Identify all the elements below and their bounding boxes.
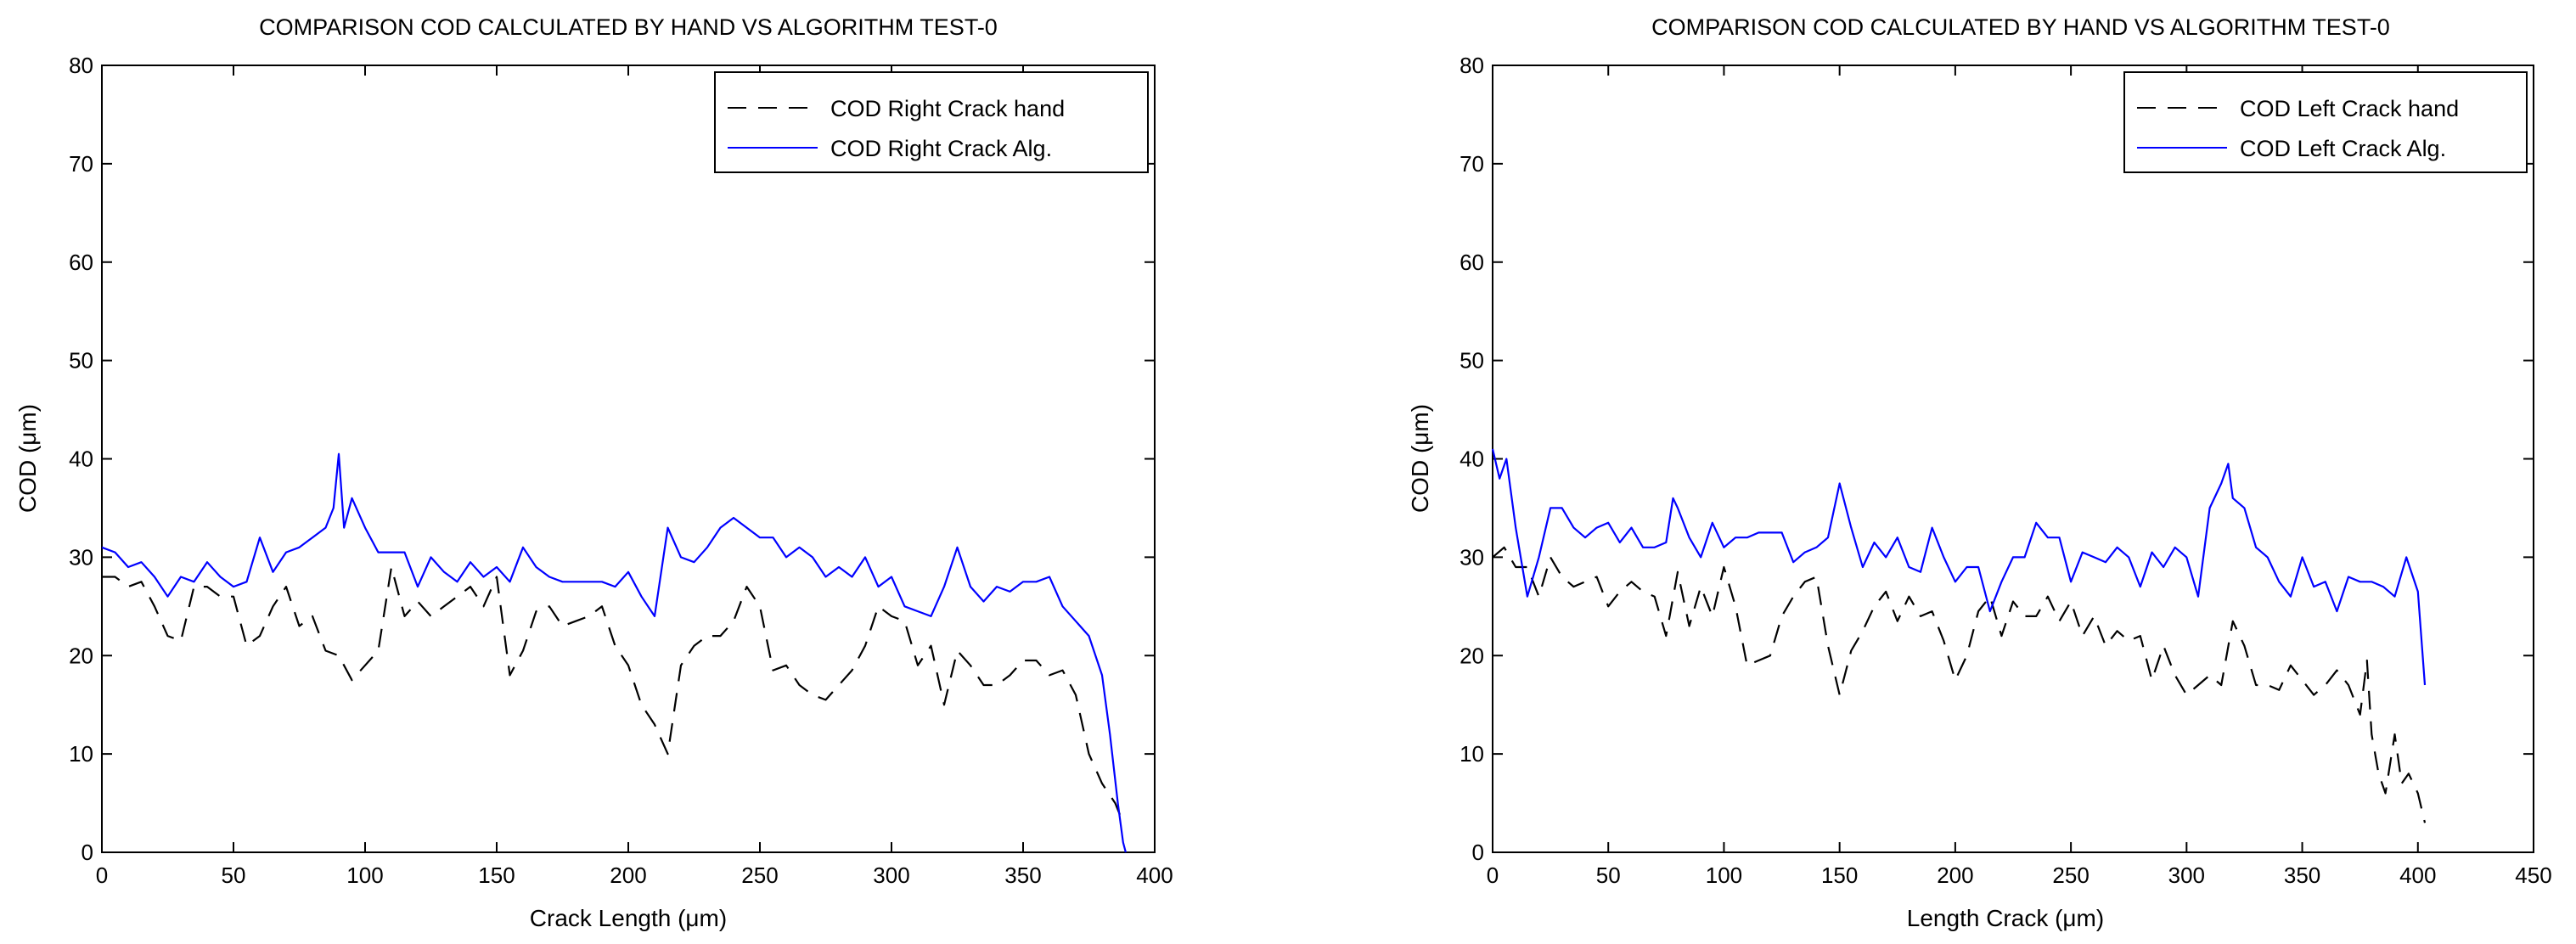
y-tick-label: 70 — [69, 151, 93, 177]
legend-label-hand: COD Left Crack hand — [2240, 96, 2459, 121]
legend-label-hand: COD Right Crack hand — [830, 96, 1065, 121]
chart-right-crack: COMPARISON COD CALCULATED BY HAND VS ALG… — [14, 14, 1173, 931]
y-tick-label: 60 — [69, 250, 93, 275]
y-tick-label: 70 — [1460, 151, 1484, 177]
x-tick-label: 400 — [2399, 863, 2436, 888]
x-axis-label: Crack Length (μm) — [530, 905, 727, 931]
y-tick-label: 40 — [1460, 447, 1484, 472]
y-tick-label: 40 — [69, 447, 93, 472]
series-layer — [101, 452, 1127, 853]
x-tick-label: 400 — [1136, 863, 1173, 888]
x-tick-label: 50 — [1596, 863, 1621, 888]
y-tick-label: 0 — [82, 840, 93, 865]
legend: COD Right Crack hand COD Right Crack Alg… — [714, 71, 1149, 173]
x-tick-label: 200 — [1937, 863, 1973, 888]
x-tick-label: 50 — [222, 863, 246, 888]
y-tick-label: 30 — [69, 544, 93, 570]
x-tick-label: 0 — [1487, 863, 1499, 888]
x-axis: 0 50 100 150 200 250 300 350 400 — [96, 65, 1173, 888]
x-tick-label: 350 — [2284, 863, 2320, 888]
x-tick-label: 100 — [1706, 863, 1742, 888]
y-tick-label: 60 — [1460, 250, 1484, 275]
series-line-hand — [1492, 546, 2427, 823]
x-tick-label: 150 — [1821, 863, 1858, 888]
x-axis: 0 50 100 150 200 250 300 350 400 450 — [1487, 65, 2552, 888]
y-tick-label: 50 — [1460, 348, 1484, 374]
chart-left-crack: COMPARISON COD CALCULATED BY HAND VS ALG… — [1407, 14, 2552, 931]
legend-box — [2123, 71, 2528, 173]
y-tick-label: 30 — [1460, 544, 1484, 570]
x-tick-label: 300 — [873, 863, 909, 888]
y-tick-label: 80 — [69, 53, 93, 78]
y-tick-label: 10 — [69, 741, 93, 767]
y-tick-label: 50 — [69, 348, 93, 374]
y-tick-label: 20 — [69, 643, 93, 668]
legend-box — [714, 71, 1149, 173]
y-tick-label: 80 — [1460, 53, 1484, 78]
legend-label-alg: COD Right Crack Alg. — [830, 136, 1052, 161]
series-line-alg — [101, 452, 1127, 853]
y-tick-label: 20 — [1460, 643, 1484, 668]
chart-title: COMPARISON COD CALCULATED BY HAND VS ALG… — [1651, 14, 2390, 40]
y-axis-label: COD (μm) — [1407, 404, 1433, 513]
x-tick-label: 250 — [741, 863, 778, 888]
y-tick-label: 10 — [1460, 741, 1484, 767]
series-layer — [1491, 448, 2427, 823]
y-axis: 0 10 20 30 40 50 60 70 80 — [1460, 53, 2534, 865]
x-tick-label: 350 — [1004, 863, 1041, 888]
x-tick-label: 300 — [2168, 863, 2205, 888]
x-tick-label: 250 — [2052, 863, 2089, 888]
series-line-alg — [1491, 448, 2427, 686]
plot-area — [101, 65, 1156, 853]
plot-area — [1492, 65, 2534, 853]
series-line-hand — [102, 565, 1124, 823]
x-tick-label: 0 — [96, 863, 108, 888]
x-tick-label: 150 — [478, 863, 515, 888]
x-tick-label: 200 — [610, 863, 646, 888]
legend: COD Left Crack hand COD Left Crack Alg. — [2123, 71, 2528, 173]
x-tick-label: 450 — [2515, 863, 2551, 888]
legend-label-alg: COD Left Crack Alg. — [2240, 136, 2446, 161]
y-tick-label: 0 — [1472, 840, 1484, 865]
y-axis-label: COD (μm) — [14, 404, 41, 513]
chart-title: COMPARISON COD CALCULATED BY HAND VS ALG… — [259, 14, 998, 40]
x-tick-label: 100 — [346, 863, 383, 888]
y-axis: 0 10 20 30 40 50 60 70 80 — [69, 53, 1155, 865]
x-axis-label: Length Crack (μm) — [1907, 905, 2104, 931]
